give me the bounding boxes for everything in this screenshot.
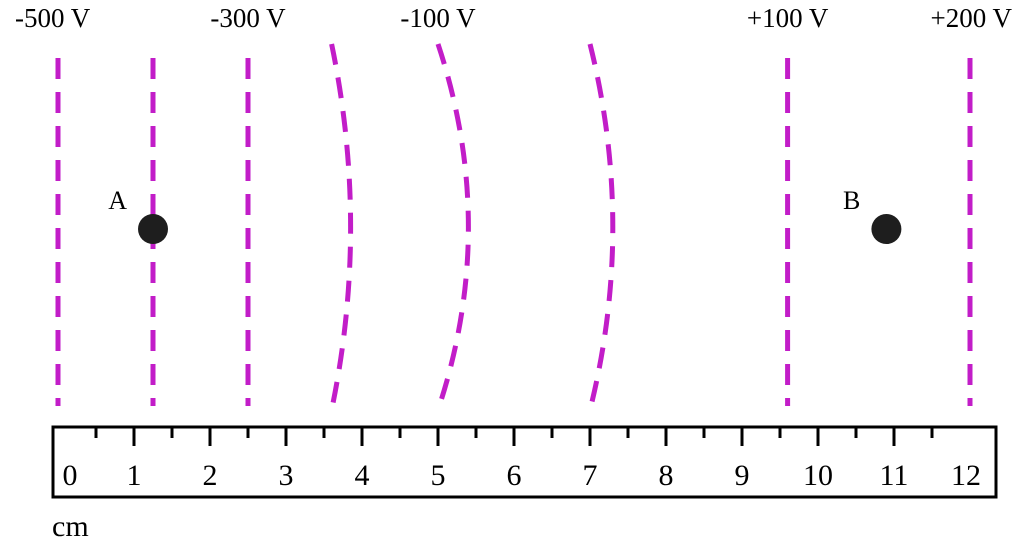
ruler-tick-label-9: 9 (735, 459, 750, 492)
ruler-tick-label-2: 2 (203, 459, 218, 492)
ruler-tick-label-6: 6 (507, 459, 522, 492)
ruler-tick-label-7: 7 (583, 459, 598, 492)
ruler-tick-label-4: 4 (355, 459, 370, 492)
point-label-A: A (108, 186, 127, 215)
voltage-label-0: -500 V (15, 3, 91, 33)
ruler-tick-label-8: 8 (659, 459, 674, 492)
ruler-tick-label-0: 0 (63, 459, 78, 492)
voltage-label-2: -300 V (210, 3, 286, 33)
voltage-label-7: +200 V (931, 3, 1013, 33)
ruler-tick-label-11: 11 (880, 459, 909, 492)
voltage-label-4: -100 V (400, 3, 476, 33)
ruler-tick-label-5: 5 (431, 459, 446, 492)
point-B (871, 214, 902, 244)
equipotential-line-3 (329, 43, 354, 411)
ruler-tick-label-10: 10 (803, 459, 833, 492)
equipotential-lines (55, 43, 973, 411)
ruler-tick-label-3: 3 (279, 459, 294, 492)
voltage-labels: -500 V -300 V -100 V +100 V +200 V (15, 3, 1012, 33)
point-A (138, 214, 168, 244)
ruler-tick-label-1: 1 (127, 459, 142, 492)
equipotential-line-5 (587, 43, 616, 411)
ruler: 0 1 2 3 4 5 6 7 8 9 10 11 12 (51, 425, 998, 499)
ruler-tick-label-12: 12 (951, 459, 981, 492)
voltage-label-6: +100 V (747, 3, 829, 33)
equipotential-line-4 (435, 43, 471, 411)
ruler-unit-label: cm (52, 510, 89, 543)
point-label-B: B (843, 186, 860, 215)
